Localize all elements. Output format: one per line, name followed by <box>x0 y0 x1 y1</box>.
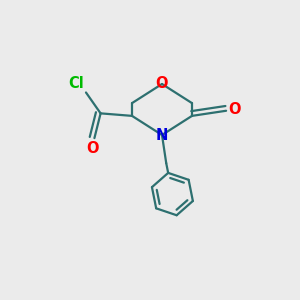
Text: Cl: Cl <box>69 76 85 91</box>
Text: O: O <box>156 76 168 92</box>
Text: N: N <box>156 128 168 142</box>
Text: O: O <box>87 140 99 155</box>
Text: O: O <box>229 102 241 117</box>
